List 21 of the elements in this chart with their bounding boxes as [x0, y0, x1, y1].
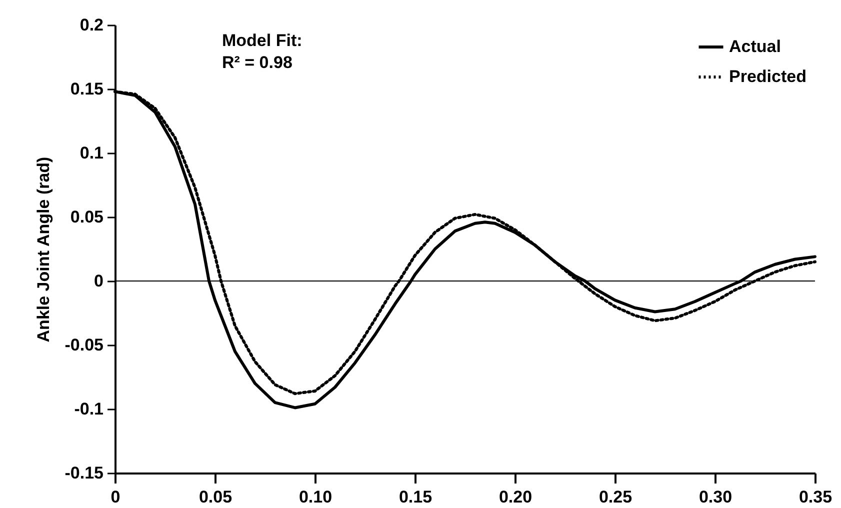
y-tick-label: -0.1: [74, 400, 104, 418]
y-tick-label: -0.15: [64, 464, 104, 482]
y-tick-label: -0.05: [64, 336, 104, 354]
annotation: Model Fit:: [222, 31, 302, 50]
x-tick-label: 0.05: [198, 488, 232, 506]
y-axis-title: Ankle Joint Angle (rad): [34, 156, 53, 342]
legend-label: Actual: [729, 37, 781, 56]
annotation: R² = 0.98: [222, 53, 292, 72]
y-tick-label: 0.05: [70, 208, 104, 226]
x-tick-label: 0.35: [798, 488, 832, 506]
x-tick-label: 0: [110, 488, 120, 506]
x-tick-label: 0.20: [498, 488, 532, 506]
y-tick-label: 0: [94, 272, 104, 290]
x-tick-label: 0.10: [298, 488, 332, 506]
legend-label: Predicted: [729, 67, 806, 86]
x-tick-label: 0.15: [398, 488, 432, 506]
x-tick-label: 0.30: [698, 488, 732, 506]
y-tick-label: 0.2: [80, 16, 104, 34]
y-tick-label: 0.1: [80, 144, 104, 162]
x-tick-label: 0.25: [598, 488, 632, 506]
y-tick-label: 0.15: [70, 80, 104, 98]
